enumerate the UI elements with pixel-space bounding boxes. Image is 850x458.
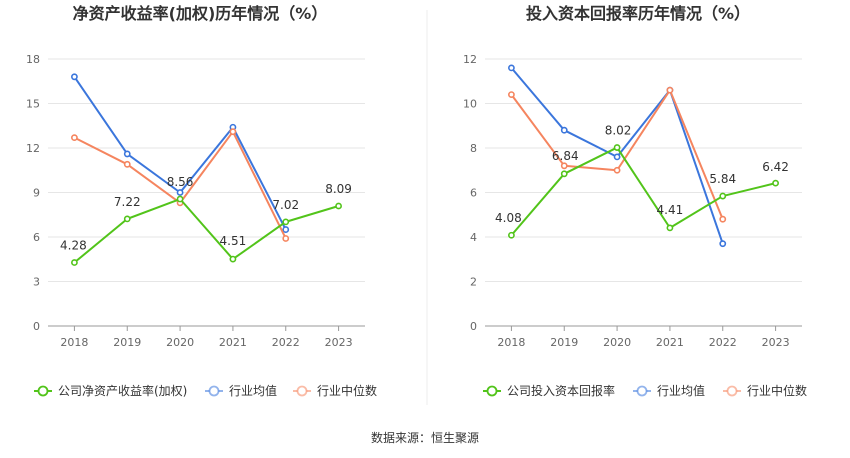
data-point-avg bbox=[508, 64, 515, 72]
x-tick-label: 2019 bbox=[550, 336, 578, 349]
data-label: 8.09 bbox=[325, 182, 352, 196]
legend-label: 行业均值 bbox=[657, 383, 705, 398]
data-label: 8.56 bbox=[167, 175, 194, 189]
data-point-avg bbox=[719, 240, 727, 248]
series-line-company bbox=[510, 146, 776, 236]
data-point-company bbox=[772, 179, 779, 187]
y-tick-label: 12 bbox=[26, 142, 40, 155]
x-tick-label: 2023 bbox=[762, 336, 790, 349]
x-tick-label: 2020 bbox=[166, 336, 194, 349]
chart-title: 投入资本回报率历年情况（%） bbox=[526, 4, 750, 23]
x-tick-label: 2022 bbox=[709, 336, 737, 349]
data-label: 7.02 bbox=[272, 198, 299, 212]
data-point-median bbox=[666, 86, 674, 94]
data-point-median bbox=[719, 215, 727, 223]
data-label: 4.51 bbox=[220, 234, 247, 248]
y-tick-label: 0 bbox=[33, 320, 40, 333]
legend-label: 行业均值 bbox=[229, 383, 277, 398]
legend-swatch-marker bbox=[37, 385, 49, 397]
data-point-median bbox=[560, 162, 568, 170]
data-point-median bbox=[613, 166, 621, 174]
y-tick-label: 15 bbox=[26, 98, 40, 111]
roic-chart-panel: 投入资本回报率历年情况（%） 0 2 4 6 8 10 12 2018 2019 2020 2021 2… bbox=[463, 4, 807, 398]
y-tick-label: 2 bbox=[470, 276, 477, 289]
data-point-company bbox=[560, 170, 568, 178]
data-label: 8.02 bbox=[605, 124, 632, 138]
legend-item-median[interactable]: 行业中位数 bbox=[293, 383, 377, 398]
y-tick-label: 4 bbox=[470, 231, 477, 244]
y-tick-label: 3 bbox=[33, 276, 40, 289]
data-point-median bbox=[71, 134, 78, 142]
data-label: 5.84 bbox=[709, 172, 736, 186]
x-tick-label: 2022 bbox=[272, 336, 300, 349]
data-label: 4.08 bbox=[495, 211, 522, 225]
data-point-avg bbox=[123, 150, 131, 158]
y-tick-label: 12 bbox=[463, 53, 477, 66]
data-point-company bbox=[176, 195, 184, 203]
data-point-company bbox=[229, 255, 237, 263]
data-point-median bbox=[508, 91, 515, 98]
x-tick-label: 2021 bbox=[656, 336, 684, 349]
legend-item-company[interactable]: 公司投入资本回报率 bbox=[483, 383, 615, 398]
legend-label: 行业中位数 bbox=[317, 383, 377, 398]
legend-swatch-marker bbox=[208, 385, 220, 397]
legend-swatch-marker bbox=[636, 385, 648, 397]
chart-title: 净资产收益率(加权)历年情况（%） bbox=[73, 4, 328, 23]
data-point-median bbox=[282, 235, 290, 242]
data-label: 4.28 bbox=[60, 239, 87, 253]
data-label: 4.41 bbox=[657, 203, 684, 217]
legend-swatch-marker bbox=[296, 385, 308, 397]
data-point-avg bbox=[613, 153, 621, 161]
roe-chart-panel: 净资产收益率(加权)历年情况（%） 0 3 6 9 12 15 18 2018 2019 2020 2… bbox=[26, 4, 377, 398]
data-label: 6.42 bbox=[762, 160, 789, 174]
data-point-company bbox=[719, 192, 727, 200]
data-point-avg bbox=[71, 73, 78, 81]
data-point-company bbox=[71, 259, 78, 266]
y-tick-label: 10 bbox=[463, 98, 477, 111]
data-point-company bbox=[666, 224, 674, 232]
y-tick-label: 6 bbox=[470, 187, 477, 200]
data-point-company bbox=[508, 231, 515, 239]
data-label: 6.84 bbox=[552, 149, 579, 163]
data-point-company bbox=[123, 215, 131, 223]
data-point-company bbox=[282, 218, 290, 226]
data-point-company bbox=[335, 202, 342, 210]
legend-swatch-marker bbox=[486, 385, 498, 397]
y-tick-label: 8 bbox=[470, 142, 477, 155]
legend-label: 公司净资产收益率(加权) bbox=[58, 383, 187, 398]
data-point-median bbox=[123, 160, 131, 168]
x-tick-label: 2021 bbox=[219, 336, 247, 349]
legend-item-avg[interactable]: 行业均值 bbox=[633, 383, 705, 398]
x-tick-label: 2020 bbox=[603, 336, 631, 349]
data-point-company bbox=[613, 144, 621, 151]
data-point-avg bbox=[560, 126, 568, 134]
x-tick-label: 2018 bbox=[60, 336, 88, 349]
x-tick-label: 2023 bbox=[325, 336, 353, 349]
data-point-avg bbox=[176, 189, 184, 196]
legend-item-median[interactable]: 行业中位数 bbox=[723, 383, 807, 398]
x-tick-label: 2018 bbox=[497, 336, 525, 349]
legend-label: 行业中位数 bbox=[747, 383, 807, 398]
data-point-median bbox=[229, 128, 237, 136]
y-tick-label: 9 bbox=[33, 187, 40, 200]
legend-item-company[interactable]: 公司净资产收益率(加权) bbox=[34, 383, 187, 398]
y-tick-label: 0 bbox=[470, 320, 477, 333]
data-label: 7.22 bbox=[114, 195, 141, 209]
legend-label: 公司投入资本回报率 bbox=[507, 383, 615, 398]
y-tick-label: 6 bbox=[33, 231, 40, 244]
x-tick-label: 2019 bbox=[113, 336, 141, 349]
legend-item-avg[interactable]: 行业均值 bbox=[205, 383, 277, 398]
legend-swatch-marker bbox=[726, 385, 738, 397]
data-point-avg bbox=[282, 226, 290, 233]
series-line-company bbox=[73, 198, 339, 264]
data-source-note: 数据来源：恒生聚源 bbox=[371, 430, 479, 445]
y-tick-label: 18 bbox=[26, 53, 40, 66]
